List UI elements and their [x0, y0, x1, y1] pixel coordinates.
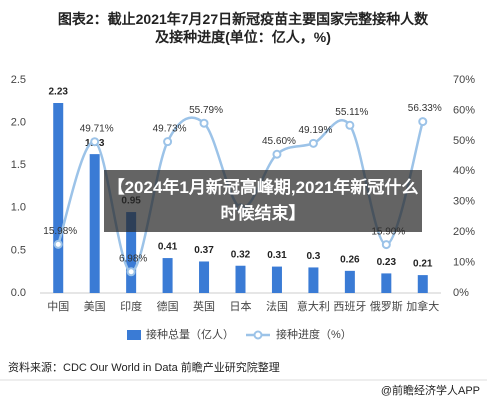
line-marker — [199, 118, 209, 128]
line-value-label: 15.98% — [43, 226, 77, 237]
bar-value-label: 0.37 — [194, 245, 214, 256]
x-tick-label: 加拿大 — [406, 299, 439, 313]
line-marker — [345, 120, 355, 130]
line-marker — [272, 149, 282, 159]
x-tick-label: 中国 — [47, 300, 69, 313]
bar — [381, 273, 392, 293]
bar — [344, 270, 355, 293]
y2-tick-label: 50% — [453, 135, 475, 147]
bar-value-label: 0.31 — [267, 250, 287, 261]
y-tick-label: 1.5 — [11, 159, 26, 171]
bar — [235, 265, 246, 293]
bar-value-label: 2.23 — [48, 87, 68, 98]
x-tick-label: 意大利 — [297, 299, 330, 313]
y2-tick-label: 70% — [453, 74, 475, 86]
x-tick-label: 法国 — [266, 299, 288, 313]
bar — [53, 103, 64, 293]
bar-value-label: 0.21 — [413, 259, 433, 270]
bar-value-label: 0.23 — [377, 257, 397, 268]
bar-value-label: 0.26 — [340, 254, 360, 265]
bar — [162, 258, 173, 293]
y2-tick-label: 40% — [453, 165, 475, 177]
legend-swatch — [253, 330, 263, 340]
line-marker — [53, 239, 63, 249]
line-marker — [308, 138, 318, 148]
x-tick-label: 英国 — [193, 299, 215, 313]
line-marker — [163, 137, 173, 147]
legend-label: 接种总量（亿人） — [146, 327, 234, 341]
line-value-label: 45.60% — [262, 136, 296, 147]
bar-value-label: 0.3 — [306, 251, 320, 262]
chart-title: 图表2：截止2021年7月27日新冠疫苗主要国家完整接种人数及接种进度(单位：亿… — [58, 11, 429, 45]
line-value-label: 49.71% — [80, 123, 114, 134]
y-tick-label: 0.5 — [11, 244, 26, 256]
legend-swatch — [127, 330, 141, 340]
y2-tick-label: 30% — [453, 196, 475, 208]
line-marker — [381, 240, 391, 250]
line-marker — [126, 267, 136, 277]
y2-tick-label: 0% — [453, 287, 469, 299]
y-tick-label: 0.0 — [11, 287, 26, 299]
x-tick-label: 日本 — [230, 299, 252, 313]
bar — [417, 275, 428, 293]
y2-tick-label: 10% — [453, 256, 475, 268]
overlay-banner: 【2024年1月新冠高峰期,2021年新冠什么时候结束】 — [104, 170, 422, 232]
x-tick-label: 印度 — [120, 299, 142, 313]
y2-tick-label: 60% — [453, 104, 475, 116]
line-value-label: 56.33% — [408, 103, 442, 114]
line-value-label: 55.79% — [189, 105, 223, 116]
line-value-label: 49.19% — [298, 125, 332, 136]
line-value-label: 49.73% — [153, 123, 187, 134]
y2-tick-label: 20% — [453, 226, 475, 238]
line-marker — [418, 117, 428, 127]
line-marker — [90, 137, 100, 147]
x-tick-label: 西班牙 — [333, 300, 366, 313]
y-tick-label: 1.0 — [11, 202, 26, 214]
x-tick-label: 德国 — [157, 299, 179, 313]
source-note: 资料来源：CDC Our World in Data 前瞻产业研究院整理 — [8, 360, 280, 374]
legend-label: 接种进度（%） — [276, 327, 352, 341]
bar — [89, 154, 100, 293]
credit: @前瞻经济学人APP — [381, 383, 480, 397]
bar — [271, 266, 282, 293]
bar — [308, 267, 319, 293]
line-value-label: 55.11% — [335, 107, 368, 118]
bar — [126, 212, 137, 293]
bar-value-label: 0.32 — [231, 249, 251, 260]
x-tick-label: 美国 — [84, 300, 106, 313]
line-value-label: 6.98% — [119, 253, 147, 264]
bar-value-label: 0.41 — [158, 242, 178, 253]
y-tick-label: 2.0 — [11, 117, 26, 129]
x-tick-label: 俄罗斯 — [370, 300, 403, 313]
y-tick-label: 2.5 — [11, 74, 26, 86]
bar — [199, 261, 210, 293]
